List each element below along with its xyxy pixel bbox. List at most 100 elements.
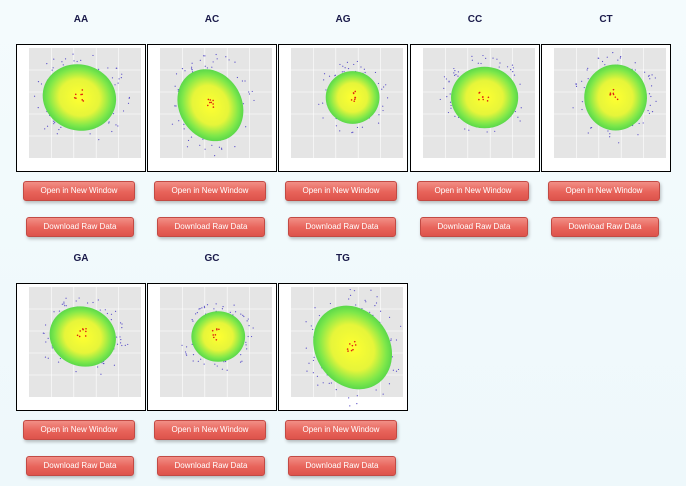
scatter-dot: [196, 312, 198, 314]
open-button[interactable]: Open in New Window: [548, 181, 660, 201]
scatter-dot: [76, 60, 78, 63]
highlight-dot: [346, 348, 349, 350]
scatter-dot: [312, 372, 314, 374]
scatter-dot: [190, 68, 193, 70]
scatter-dot: [58, 128, 60, 131]
scatter-dot: [221, 148, 223, 150]
scatter-dot: [379, 310, 382, 312]
scatter-dot: [306, 370, 308, 372]
scatter-dot: [246, 348, 248, 350]
scatter-dot: [204, 55, 206, 57]
open-button[interactable]: Open in New Window: [285, 181, 397, 201]
scatter-dot: [175, 105, 177, 107]
scatter-dot: [575, 84, 577, 86]
plot-image: [554, 48, 666, 158]
scatter-dot: [53, 123, 55, 125]
scatter-dot: [111, 77, 114, 79]
scatter-dot: [457, 71, 459, 73]
highlight-dot: [353, 98, 356, 101]
plot-thumbnail: [16, 44, 146, 172]
highlight-dot: [216, 328, 218, 331]
scatter-dot: [211, 144, 213, 146]
scatter-dot: [52, 67, 54, 69]
plot-image: [160, 48, 272, 158]
scatter-dot: [244, 80, 246, 82]
scatter-dot: [651, 111, 654, 113]
scatter-dot: [252, 327, 254, 329]
scatter-dot: [199, 308, 201, 310]
scatter-dot: [391, 356, 393, 358]
scatter-dot: [104, 309, 106, 311]
open-button[interactable]: Open in New Window: [417, 181, 529, 201]
scatter-dot: [241, 360, 243, 362]
plot-image: [29, 287, 141, 397]
scatter-dot: [390, 339, 392, 342]
scatter-dot: [215, 53, 217, 56]
highlight-dot: [350, 349, 353, 352]
scatter-dot: [75, 300, 77, 302]
download-button[interactable]: Download Raw Data: [288, 217, 396, 237]
scatter-dot: [197, 360, 199, 363]
highlight-dot: [486, 100, 489, 102]
scatter-dot: [344, 67, 346, 69]
scatter-dot: [106, 312, 108, 315]
density-blob: [49, 306, 116, 367]
scatter-dot: [248, 91, 250, 93]
scatter-dot: [369, 311, 371, 313]
scatter-dot: [439, 98, 441, 101]
scatter-dot: [191, 62, 193, 64]
scatter-dot: [654, 77, 656, 79]
panel-title: AG: [335, 14, 351, 25]
download-button[interactable]: Download Raw Data: [288, 456, 396, 476]
scatter-dot: [204, 65, 206, 67]
scatter-dot: [318, 314, 320, 317]
scatter-dot: [445, 78, 447, 80]
scatter-dot: [202, 138, 204, 140]
scatter-dot: [185, 346, 188, 348]
scatter-dot: [353, 63, 355, 66]
open-button[interactable]: Open in New Window: [154, 181, 266, 201]
download-button[interactable]: Download Raw Data: [157, 456, 265, 476]
scatter-dot: [322, 382, 324, 384]
download-button[interactable]: Download Raw Data: [551, 217, 659, 237]
download-button[interactable]: Download Raw Data: [420, 217, 528, 237]
scatter-dot: [201, 307, 203, 309]
highlight-dot: [207, 98, 210, 101]
scatter-dot: [33, 95, 36, 97]
density-blob: [451, 66, 519, 129]
scatter-dot: [305, 347, 307, 349]
scatter-dot: [117, 82, 119, 84]
scatter-dot: [40, 83, 43, 85]
highlight-dot: [212, 103, 214, 105]
scatter-dot: [499, 62, 501, 64]
scatter-dot: [328, 75, 331, 77]
scatter-dot: [234, 311, 237, 313]
scatter-dot: [236, 76, 238, 79]
scatter-dot: [234, 61, 236, 63]
scatter-dot: [213, 308, 215, 310]
scatter-dot: [448, 81, 450, 83]
scatter-dot: [305, 321, 307, 323]
scatter-dot: [245, 344, 247, 346]
open-button[interactable]: Open in New Window: [154, 420, 266, 440]
download-button[interactable]: Download Raw Data: [26, 217, 134, 237]
scatter-dot: [110, 319, 112, 321]
scatter-dot: [177, 89, 179, 91]
scatter-dot: [619, 57, 621, 59]
scatter-dot: [214, 363, 216, 365]
scatter-dot: [360, 66, 362, 68]
scatter-dot: [191, 343, 193, 346]
highlight-dot: [487, 96, 490, 99]
scatter-dot: [86, 302, 89, 304]
open-button[interactable]: Open in New Window: [285, 420, 397, 440]
download-button[interactable]: Download Raw Data: [157, 217, 265, 237]
download-button[interactable]: Download Raw Data: [26, 456, 134, 476]
scatter-dot: [363, 68, 365, 70]
open-button[interactable]: Open in New Window: [23, 420, 135, 440]
highlight-dot: [76, 334, 79, 337]
highlight-dot: [352, 92, 355, 95]
scatter-dot: [89, 133, 91, 135]
scatter-dot: [218, 146, 221, 148]
open-button[interactable]: Open in New Window: [23, 181, 135, 201]
scatter-dot: [63, 301, 65, 303]
